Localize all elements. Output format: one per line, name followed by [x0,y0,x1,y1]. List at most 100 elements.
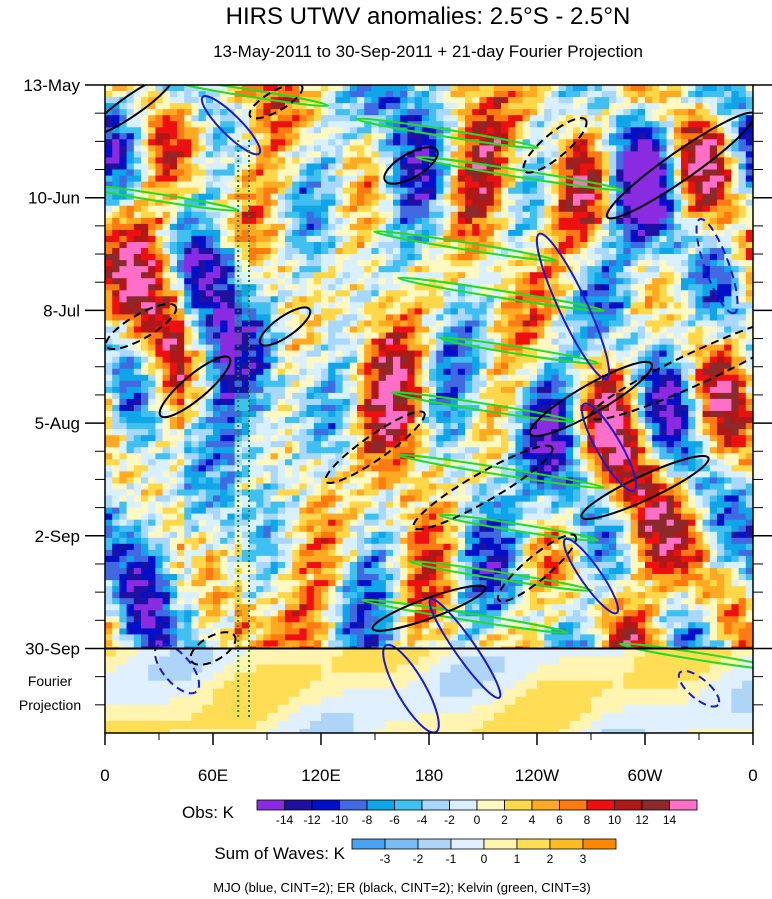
obs-cell [508,85,516,92]
obs-cell [544,290,552,297]
plot-area [105,85,753,733]
obs-cell [105,284,113,291]
obs-cell [407,139,416,146]
obs-cell [472,266,480,273]
obs-cell [580,97,588,104]
obs-cell [573,205,581,213]
obs-cell [486,374,495,382]
obs-cell [515,127,524,134]
obs-cell [378,405,387,412]
obs-cell [270,386,279,394]
obs-cell [515,145,524,152]
obs-cell [112,296,120,303]
obs-cell [702,296,711,303]
obs-cell [450,405,459,412]
obs-cell [169,103,178,110]
obs-cell [465,326,473,334]
obs-cell [652,362,660,370]
obs-cell [198,211,207,219]
obs-cell [371,115,380,122]
obs-cell [133,97,142,104]
obs-cell [688,193,696,201]
obs-cell [515,163,524,171]
obs-cell [292,302,300,309]
obs-cell [227,242,236,249]
obs-cell [702,121,711,128]
obs-cell [645,296,653,303]
obs-cell [357,145,365,152]
obs-cell [112,193,120,201]
obs-cell [709,296,718,303]
obs-cell [573,260,581,267]
obs-cell [299,127,308,134]
obs-cell [551,411,560,418]
obs-cell [270,85,279,92]
obs-cell [349,386,358,394]
obs-cell [133,417,142,424]
obs-cell [508,139,516,146]
obs-cell [522,296,531,303]
obs-cell [256,314,264,321]
obs-cell [522,278,531,285]
obs-cell [493,398,502,406]
obs-cell [191,266,200,273]
obs-cell [357,278,365,285]
obs-cell [277,296,286,303]
obs-cell [306,217,315,225]
obs-cell [349,350,358,358]
obs-cell [421,151,430,158]
obs-cell [501,109,509,116]
obs-cell [537,193,545,201]
obs-cell [688,85,696,92]
obs-cell [544,157,552,164]
obs-cell [501,302,509,309]
obs-cell [112,157,120,164]
obs-cell [414,380,423,388]
obs-cell [213,211,221,219]
obs-cell [407,344,416,352]
obs-cell [486,326,495,334]
obs-cell [745,320,753,328]
obs-cell [321,115,329,122]
obs-cell [119,350,128,358]
obs-cell [133,320,142,328]
obs-cell [141,97,149,104]
obs-cell [616,145,624,152]
obs-cell [263,290,272,297]
obs-cell [133,356,142,364]
obs-cell [407,302,416,309]
obs-cell [515,217,524,225]
obs-cell [335,350,344,358]
obs-cell [666,217,675,225]
obs-cell [508,193,516,201]
obs-cell [666,127,675,134]
obs-cell [450,199,459,207]
obs-cell [299,350,308,358]
obs-cell [429,260,437,267]
obs-cell [407,362,416,370]
obs-cell [328,85,336,92]
obs-cell [407,211,416,219]
obs-cell [263,392,272,400]
obs-cell [227,386,236,394]
obs-cell [580,374,588,382]
obs-cell [220,145,228,152]
obs-cell [285,326,293,334]
obs-cell [594,344,603,352]
obs-cell [407,350,416,358]
obs-cell [263,235,272,243]
obs-cell [645,392,653,400]
obs-cell [537,205,545,213]
obs-cell [141,223,149,231]
obs-cell [637,205,646,213]
obs-cell [731,115,740,122]
obs-cell [155,368,164,376]
obs-cell [306,211,315,219]
obs-cell [148,217,156,225]
obs-cell [184,229,192,237]
obs-cell [493,85,502,92]
obs-cell [450,151,459,158]
obs-cell [119,175,128,183]
obs-cell [637,308,646,315]
obs-cell [198,181,207,189]
